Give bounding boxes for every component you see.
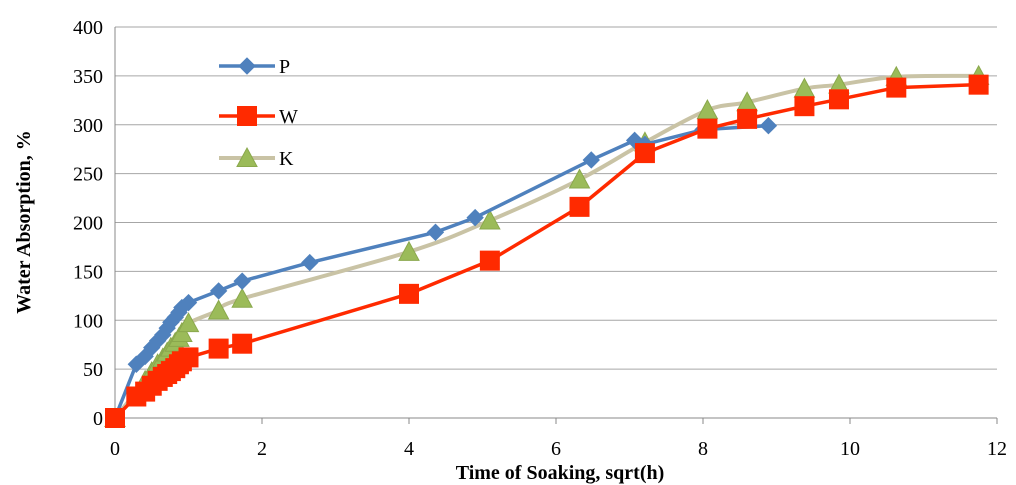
data-point-W [232, 333, 253, 354]
series-line-K [113, 73, 979, 420]
axes [114, 27, 998, 424]
x-tick-label: 0 [110, 438, 120, 460]
legend: P WK [219, 56, 298, 170]
legend-label: P [279, 56, 290, 78]
data-point-W [208, 338, 229, 359]
y-tick-label: 100 [73, 310, 103, 332]
data-point-W [178, 347, 199, 368]
legend-item-K: K [219, 146, 294, 170]
y-axis-title: Water Absorption, % [13, 130, 35, 314]
data-point-K [398, 240, 420, 261]
data-point-P [233, 272, 251, 290]
series-W [105, 74, 989, 428]
data-point-W [634, 143, 655, 164]
data-point-K [479, 209, 501, 230]
y-tick-label: 400 [73, 17, 103, 39]
data-point-W [737, 108, 758, 129]
data-point-W [105, 408, 125, 428]
data-point-P [209, 282, 228, 300]
data-point-P [466, 208, 484, 227]
data-point-W [828, 89, 849, 110]
legend-label: W [279, 106, 298, 128]
y-tick-label: 150 [73, 261, 103, 283]
legend-marker-W [237, 106, 257, 126]
x-tick-label: 8 [698, 438, 708, 460]
x-tick-label: 6 [551, 438, 561, 460]
legend-label: K [279, 148, 294, 170]
data-point-K [231, 287, 253, 308]
data-series [104, 64, 990, 428]
x-tick-label: 2 [257, 438, 267, 460]
x-axis-title: Time of Soaking, sqrt(h) [456, 462, 665, 484]
y-tick-label: 0 [93, 408, 103, 430]
y-tick-label: 350 [73, 66, 103, 88]
x-tick-label: 12 [987, 438, 1007, 460]
y-tick-labels: 0 50 100 150 200 250 300 350 400 [73, 17, 103, 430]
data-point-P [426, 223, 445, 241]
y-tick-label: 50 [83, 359, 103, 381]
data-point-K [171, 321, 193, 342]
data-point-W [569, 196, 590, 217]
data-point-K [568, 168, 591, 189]
grid-lines [115, 26, 997, 370]
data-point-K [696, 99, 719, 120]
legend-item-P: P [219, 56, 290, 78]
data-point-K [207, 299, 230, 320]
data-point-W [697, 118, 718, 139]
data-point-K [177, 312, 200, 333]
data-point-P [301, 253, 319, 272]
data-point-P [179, 293, 198, 312]
series-line-W [113, 82, 979, 420]
y-tick-label: 300 [73, 115, 103, 137]
data-point-W [886, 77, 907, 98]
data-point-P [582, 151, 600, 169]
data-point-W [399, 283, 419, 304]
legend-item-W: W [219, 106, 298, 128]
data-point-W [794, 96, 815, 117]
x-tick-labels: 0 2 4 6 8 10 12 [110, 438, 1007, 460]
y-tick-label: 200 [73, 213, 103, 235]
legend-marker-P [238, 57, 256, 75]
y-tick-label: 250 [73, 164, 103, 186]
legend-marker-K [236, 146, 258, 167]
data-point-W [968, 74, 989, 95]
x-tick-label: 4 [404, 438, 414, 460]
x-tick-label: 10 [840, 438, 860, 460]
data-point-W [479, 250, 500, 271]
data-point-P [759, 117, 778, 135]
